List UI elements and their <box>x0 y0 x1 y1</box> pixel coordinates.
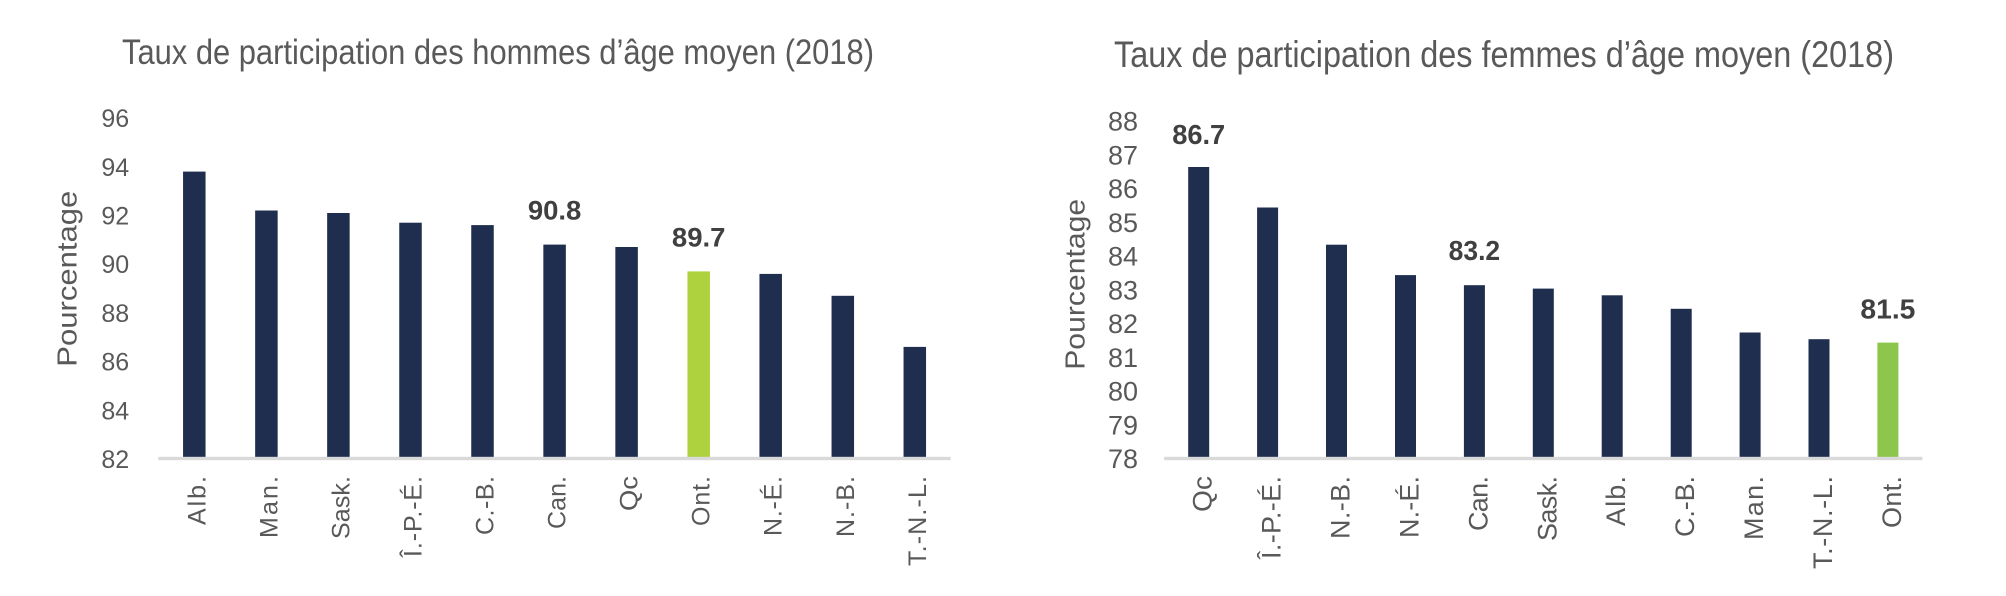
svg-text:90.8: 90.8 <box>528 196 582 226</box>
svg-text:N.-B.: N.-B. <box>1326 476 1356 539</box>
svg-text:Man.: Man. <box>255 476 283 538</box>
svg-text:88: 88 <box>1108 107 1138 137</box>
svg-text:86: 86 <box>101 349 129 377</box>
svg-text:Taux de participation des femm: Taux de participation des femmes d’âge m… <box>1114 34 1894 75</box>
svg-text:T.-N.-L.: T.-N.-L. <box>904 476 932 566</box>
svg-text:81.5: 81.5 <box>1860 294 1915 325</box>
svg-text:79: 79 <box>1108 410 1138 440</box>
svg-text:Sask.: Sask. <box>1532 476 1562 541</box>
svg-text:89.7: 89.7 <box>672 222 726 252</box>
svg-text:T.-N.-L.: T.-N.-L. <box>1808 476 1838 569</box>
svg-text:N.-É.: N.-É. <box>759 476 788 536</box>
svg-text:84: 84 <box>1108 242 1138 272</box>
svg-text:Î.-P.-É.: Î.-P.-É. <box>399 476 428 558</box>
svg-text:94: 94 <box>101 154 129 182</box>
svg-text:Taux de participation des homm: Taux de participation des hommes d’âge m… <box>122 32 874 72</box>
svg-text:83.2: 83.2 <box>1449 235 1501 266</box>
svg-text:Î.-P.-É.: Î.-P.-É. <box>1256 476 1287 560</box>
svg-text:82: 82 <box>1108 309 1138 339</box>
svg-text:Pourcentage: Pourcentage <box>1060 199 1091 370</box>
svg-text:Man.: Man. <box>1739 476 1769 540</box>
svg-text:86.7: 86.7 <box>1172 119 1225 150</box>
svg-text:N.-B.: N.-B. <box>832 476 860 537</box>
svg-text:81: 81 <box>1108 343 1138 373</box>
svg-text:Ont.: Ont. <box>1877 476 1907 528</box>
svg-text:Can.: Can. <box>544 476 572 529</box>
svg-text:85: 85 <box>1108 208 1138 238</box>
svg-text:78: 78 <box>1108 444 1138 474</box>
svg-text:82: 82 <box>101 446 129 474</box>
svg-text:96: 96 <box>101 105 129 133</box>
svg-text:87: 87 <box>1108 140 1138 170</box>
svg-text:Qc: Qc <box>1188 476 1218 512</box>
svg-text:Can.: Can. <box>1463 476 1493 531</box>
svg-text:Pourcentage: Pourcentage <box>52 191 83 367</box>
svg-text:Sask.: Sask. <box>327 476 355 539</box>
svg-text:Qc: Qc <box>616 476 644 511</box>
svg-text:80: 80 <box>1108 377 1138 407</box>
svg-text:Alb.: Alb. <box>1601 476 1631 526</box>
svg-text:83: 83 <box>1108 275 1138 305</box>
svg-text:N.-É.: N.-É. <box>1395 476 1425 538</box>
svg-text:84: 84 <box>101 397 129 425</box>
svg-text:86: 86 <box>1108 174 1138 204</box>
svg-text:C.-B.: C.-B. <box>472 476 500 535</box>
svg-text:C.-B.: C.-B. <box>1670 476 1700 537</box>
svg-text:92: 92 <box>101 203 129 231</box>
svg-text:90: 90 <box>101 251 129 279</box>
svg-text:88: 88 <box>101 300 129 328</box>
svg-text:Ont.: Ont. <box>688 476 716 526</box>
